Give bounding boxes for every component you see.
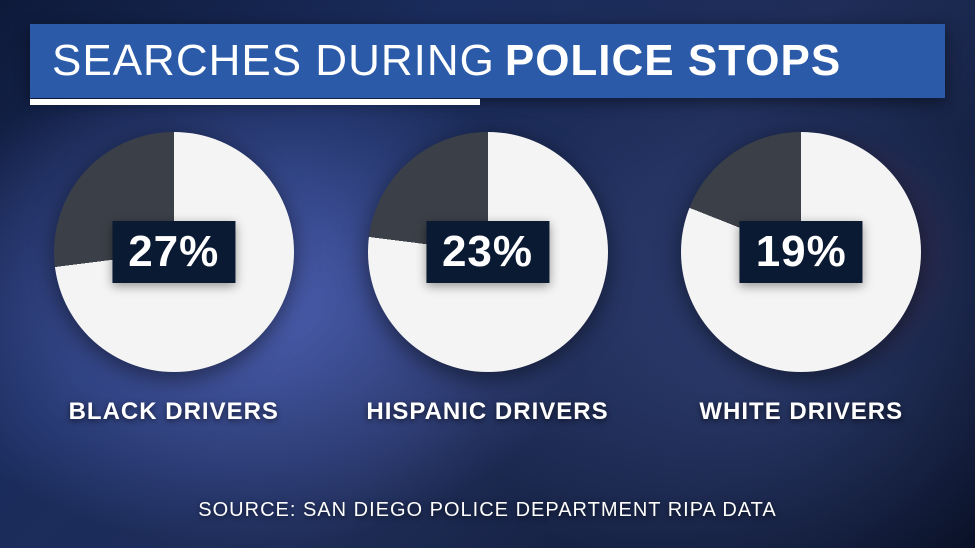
title-bold: POLICE STOPS (505, 36, 841, 86)
pct-value: 19% (740, 221, 863, 283)
pct-value: 23% (426, 221, 549, 283)
pie-wrap: 23% (368, 132, 608, 372)
pie-chart-white-drivers: 19% WHITE DRIVERS (661, 132, 941, 426)
source-text: SOURCE: SAN DIEGO POLICE DEPARTMENT RIPA… (0, 499, 975, 522)
title-light: SEARCHES DURING (52, 36, 495, 86)
pie-wrap: 27% (54, 132, 294, 372)
pie-label: HISPANIC DRIVERS (366, 398, 608, 426)
charts-row: 27% BLACK DRIVERS 23% HISPANIC DRIVERS 1… (0, 132, 975, 452)
title-bar: SEARCHES DURING POLICE STOPS (30, 24, 945, 98)
pie-chart-hispanic-drivers: 23% HISPANIC DRIVERS (348, 132, 628, 426)
pie-chart-black-drivers: 27% BLACK DRIVERS (34, 132, 314, 426)
pie-label: BLACK DRIVERS (69, 398, 279, 426)
pie-wrap: 19% (681, 132, 921, 372)
pct-value: 27% (112, 221, 235, 283)
pie-label: WHITE DRIVERS (699, 398, 903, 426)
title-underline (30, 99, 480, 105)
